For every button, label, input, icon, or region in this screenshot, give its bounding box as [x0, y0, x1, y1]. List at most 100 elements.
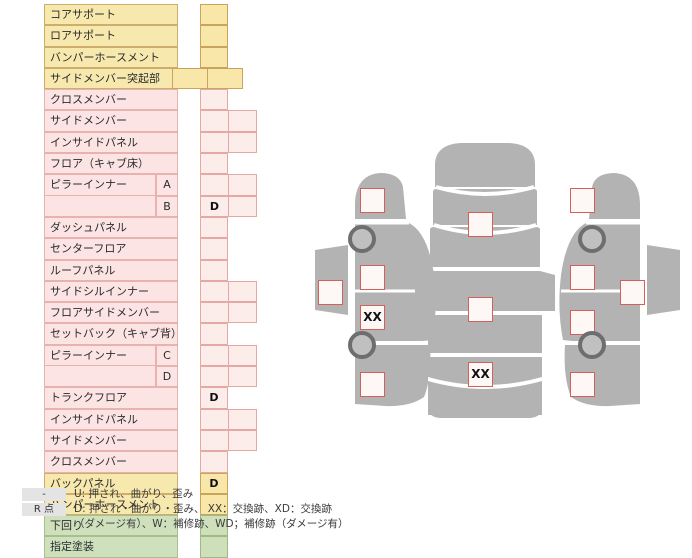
row-cells: D	[180, 387, 254, 409]
right-side-rear-panel-mark	[570, 372, 595, 397]
table-row: バンパーホースメント	[44, 493, 254, 516]
row-sub-label: C	[156, 344, 178, 367]
table-row: サイドメンバー	[44, 429, 257, 452]
roof-rear-xx-mark: XX	[468, 362, 493, 387]
damage-cell	[200, 536, 228, 558]
damage-cell	[228, 408, 257, 430]
right-side-mid-panel-mark	[570, 265, 595, 290]
damage-cell	[228, 280, 257, 303]
table-row: セットバック（キャブ背）	[44, 323, 254, 345]
table-row: クロスメンバー	[44, 89, 254, 111]
legend-key-dash: -	[22, 488, 66, 501]
damage-cell	[228, 366, 257, 388]
left-side-rear-panel-mark	[360, 372, 385, 397]
row-label: ピラーインナー	[44, 174, 156, 196]
row-cells	[180, 493, 254, 516]
legend-text-d: D: 押され・曲がり・歪み、 XX：交換跡、XD：交換跡	[74, 503, 332, 515]
left-side-mid-panel-mark	[360, 265, 385, 290]
row-cells	[180, 46, 254, 68]
table-row: センターフロア	[44, 238, 254, 260]
inspection-sheet: コアサポート ロアサポート バンパーホースメント サイドメンバー突起部 クロスメンバーサ…	[22, 4, 685, 558]
legend-text-u: U: 押され、曲がり、歪み	[74, 488, 194, 500]
row-cells: D	[180, 472, 254, 494]
table-row: トランクフロア D	[44, 387, 254, 409]
damage-cell	[200, 238, 228, 260]
table-row: ロアサポート	[44, 25, 254, 47]
row-label: ダッシュパネル	[44, 216, 178, 239]
row-label: サイドメンバー	[44, 110, 178, 132]
table-row: ルーフパネル	[44, 259, 254, 281]
row-cells	[180, 89, 254, 111]
left-rear-wheel-icon	[348, 331, 376, 359]
row-label: バックパネル	[44, 472, 178, 494]
damage-cell	[200, 131, 229, 154]
damage-cell	[200, 4, 228, 26]
legend-key-rpoint: R 点	[22, 503, 66, 516]
damage-cell	[200, 280, 229, 303]
table-row: ピラーインナー C	[44, 344, 257, 367]
table-row: サイドシルインナー	[44, 280, 257, 303]
row-cells	[180, 259, 254, 281]
damage-cell	[200, 153, 228, 175]
damage-cell	[200, 408, 229, 430]
table-row: ダッシュパネル	[44, 216, 254, 239]
left-fender-outer-mark	[318, 280, 343, 305]
damage-cell	[200, 302, 229, 324]
row-label: コアサポート	[44, 4, 178, 26]
row-cells	[180, 4, 254, 26]
row-label: インサイドパネル	[44, 131, 178, 154]
row-label: サイドシルインナー	[44, 280, 178, 303]
table-row: 指定塗装	[44, 536, 254, 558]
row-label: フロア（キャブ床）	[44, 153, 178, 175]
row-label: ルーフパネル	[44, 259, 178, 281]
row-cells	[180, 451, 254, 473]
table-row: D	[44, 366, 257, 388]
left-side-door-xx-mark: XX	[360, 305, 385, 330]
row-cells	[180, 536, 254, 558]
damage-cell	[200, 25, 228, 47]
damage-cell	[200, 493, 228, 516]
table-row: クロスメンバー	[44, 451, 254, 473]
row-cells	[180, 302, 257, 324]
damage-cell	[228, 195, 257, 217]
table-row: フロア（キャブ床）	[44, 153, 254, 175]
damage-cell	[228, 302, 257, 324]
row-sub-label: B	[156, 195, 178, 217]
row-label: サイドメンバー	[44, 429, 178, 452]
table-row: バンパーホースメント	[44, 46, 254, 68]
row-label: トランクフロア	[44, 387, 178, 409]
row-sub-label: D	[156, 366, 178, 388]
damage-cell: D	[200, 472, 228, 494]
legend-row-d: R 点 D: 押され・曲がり・歪み、 XX：交換跡、XD：交換跡	[22, 502, 422, 516]
damage-cell: D	[200, 387, 228, 409]
damage-cell	[228, 344, 257, 367]
damage-cell	[200, 323, 228, 345]
roof-front-panel-mark	[468, 212, 493, 237]
vehicle-damage-diagram: XX XX	[310, 125, 685, 425]
row-cells	[180, 216, 254, 239]
table-row: フロアサイドメンバー	[44, 302, 257, 324]
table-row: インサイドパネル	[44, 408, 257, 430]
row-label: インサイドパネル	[44, 408, 178, 430]
row-cells	[172, 67, 254, 90]
damage-cell	[228, 429, 257, 452]
row-cells	[180, 280, 257, 303]
row-label: セットバック（キャブ背）	[44, 323, 178, 345]
row-label	[44, 366, 156, 388]
damage-cell	[200, 89, 228, 111]
row-cells: D	[180, 195, 257, 217]
row-cells	[180, 408, 257, 430]
damage-cell	[200, 174, 229, 196]
row-sub-label: A	[156, 174, 178, 196]
table-row: バックパネル D	[44, 472, 254, 494]
row-label: サイドメンバー突起部	[44, 67, 178, 90]
damage-cell	[172, 67, 208, 90]
right-rear-wheel-icon	[578, 331, 606, 359]
row-cells	[180, 153, 254, 175]
row-label: バンパーホースメント	[44, 46, 178, 68]
row-cells	[180, 429, 257, 452]
row-label: ピラーインナー	[44, 344, 156, 367]
damage-cell	[200, 259, 228, 281]
row-cells	[180, 323, 254, 345]
row-cells	[180, 174, 257, 196]
